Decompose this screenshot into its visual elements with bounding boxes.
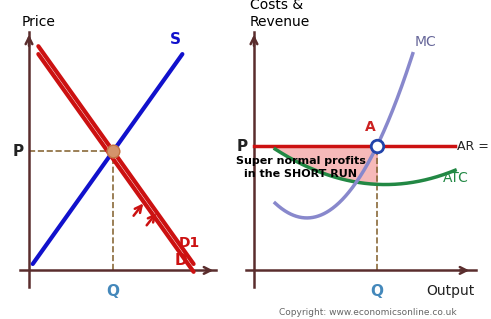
Text: P: P: [237, 139, 247, 154]
Text: AR = MR: AR = MR: [457, 140, 491, 153]
Text: Price: Price: [22, 15, 55, 29]
Text: D1: D1: [179, 236, 200, 250]
Text: Super normal profits
in the SHORT RUN: Super normal profits in the SHORT RUN: [236, 156, 365, 180]
Text: Q: Q: [107, 284, 120, 299]
Text: ATC: ATC: [442, 171, 468, 185]
Text: MC: MC: [415, 35, 436, 49]
Text: Costs &
Revenue: Costs & Revenue: [250, 0, 310, 29]
Text: Output: Output: [426, 284, 474, 298]
Text: S: S: [169, 32, 181, 47]
Text: Q: Q: [370, 284, 383, 299]
Text: P: P: [12, 144, 24, 159]
Text: D: D: [175, 253, 188, 268]
Text: A: A: [365, 121, 376, 134]
Text: Copyright: www.economicsonline.co.uk: Copyright: www.economicsonline.co.uk: [279, 308, 457, 317]
